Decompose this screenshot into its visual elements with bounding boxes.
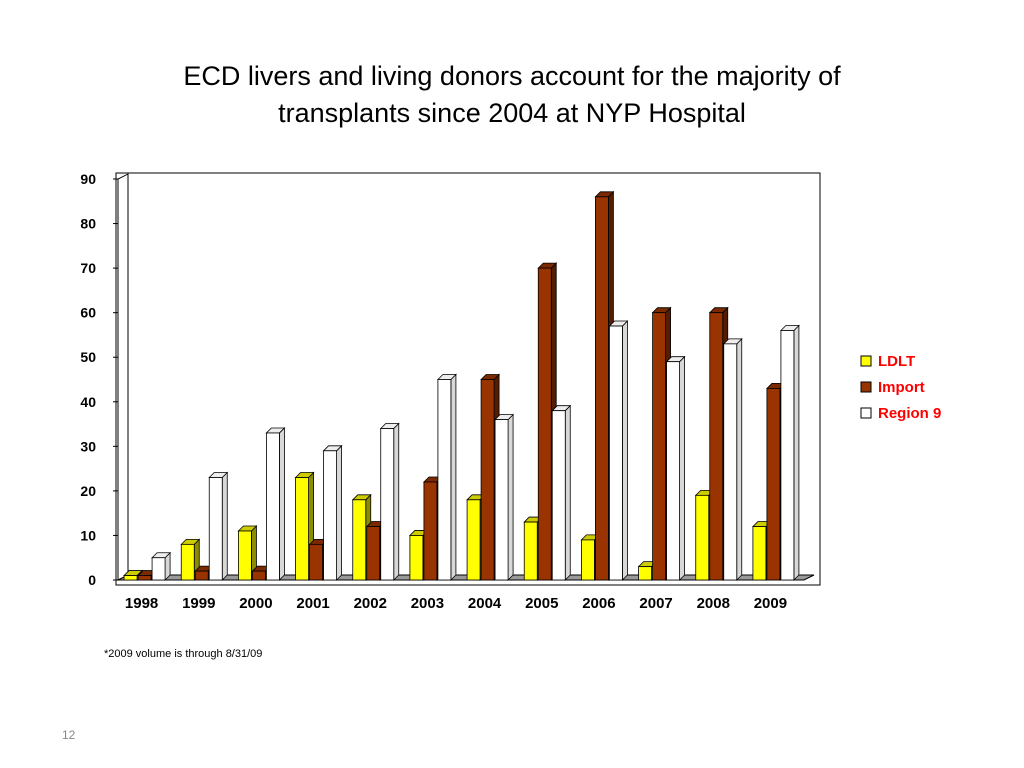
- bar-region-9-2006: [608, 320, 629, 581]
- bar-region-9-2003: [436, 373, 457, 581]
- legend-label: LDLT: [878, 353, 915, 370]
- bars: [123, 190, 800, 581]
- legend-item-import: Import: [860, 379, 925, 396]
- bar-region-9-2000: [265, 427, 286, 581]
- bar-region-9-2001: [322, 444, 343, 581]
- legend-item-region-9: Region 9: [860, 405, 941, 422]
- bar-region-9-2007: [665, 355, 686, 581]
- y-tick-label: 40: [80, 394, 96, 410]
- bar-region-9-2004: [494, 413, 515, 581]
- x-tick-label: 2006: [582, 595, 615, 612]
- bar-region-9-2002: [379, 422, 400, 581]
- legend-swatch: [860, 355, 872, 367]
- x-tick-label: 2005: [525, 595, 558, 612]
- x-tick-label: 2004: [468, 595, 502, 612]
- y-tick-label: 60: [80, 305, 96, 321]
- bar-region-9-2005: [551, 404, 572, 581]
- bar-ldlt-2000: [237, 525, 258, 581]
- x-tick-label: 2008: [697, 595, 730, 612]
- bar-region-9-1999: [208, 471, 229, 581]
- y-tick-label: 20: [80, 483, 96, 499]
- y-tick-label: 70: [80, 260, 96, 276]
- bar-region-9-1998: [151, 551, 172, 581]
- x-tick-label: 2007: [639, 595, 672, 612]
- x-tick-label: 2009: [754, 595, 787, 612]
- x-axis-ticks: 1998 1999 2000 2001 2002 2003 2004 2005 2006 2007…: [125, 595, 787, 612]
- y-tick-label: 30: [80, 438, 96, 454]
- bar-ldlt-1999: [180, 538, 201, 581]
- x-tick-label: 2002: [354, 595, 387, 612]
- x-tick-label: 2001: [296, 595, 329, 612]
- x-tick-label: 1998: [125, 595, 158, 612]
- y-tick-label: 10: [80, 527, 96, 543]
- y-tick-label: 50: [80, 349, 96, 365]
- plot-area-frame: [115, 172, 821, 586]
- x-tick-label: 2000: [239, 595, 272, 612]
- slide-title-line-2: transplants since 2004 at NYP Hospital: [278, 98, 746, 128]
- legend-item-ldlt: LDLT: [860, 353, 915, 370]
- y-axis-wall: [117, 173, 129, 581]
- legend-swatch: [860, 381, 872, 393]
- slide-title: ECD livers and living donors account for…: [112, 58, 912, 132]
- legend-label: Region 9: [878, 405, 941, 422]
- bar-region-9-2008: [722, 337, 743, 581]
- x-tick-label: 2003: [411, 595, 444, 612]
- footnote: *2009 volume is through 8/31/09: [104, 648, 263, 660]
- y-tick-label: 0: [88, 572, 96, 588]
- y-axis-ticks: 0 10 20 30 40 50 60 70 80 90: [80, 171, 119, 588]
- x-tick-label: 1999: [182, 595, 215, 612]
- slide-number: 12: [62, 728, 76, 742]
- legend-swatch: [860, 407, 872, 419]
- slide-title-line-1: ECD livers and living donors account for…: [183, 61, 841, 91]
- bar-region-9-2009: [779, 324, 800, 581]
- y-tick-label: 90: [80, 171, 96, 187]
- y-tick-label: 80: [80, 216, 96, 232]
- legend-label: Import: [878, 379, 925, 396]
- legend: LDLT Import Region 9: [860, 353, 941, 422]
